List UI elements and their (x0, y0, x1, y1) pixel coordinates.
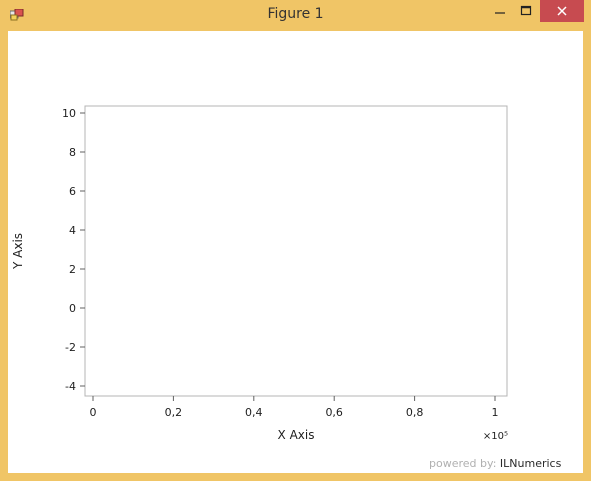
app-icon[interactable] (10, 9, 24, 21)
maximize-button[interactable] (512, 0, 540, 22)
minimize-button[interactable] (486, 0, 514, 22)
y-tick-label: -4 (65, 380, 76, 393)
x-tick-label: 0,8 (406, 406, 424, 419)
y-tick-label: 8 (69, 146, 76, 159)
close-icon (557, 6, 567, 16)
y-tick-label: 2 (69, 263, 76, 276)
x-tick-label: 1 (492, 406, 499, 419)
line-chart[interactable]: 0 0,2 0,4 0,6 0,8 1 -4 -2 0 2 4 6 8 10 X Axis Y Axis ×10… (8, 31, 583, 473)
plot-canvas[interactable]: 0 0,2 0,4 0,6 0,8 1 -4 -2 0 2 4 6 8 10 X Axis Y Axis ×10… (8, 31, 583, 473)
x-tick-label: 0 (90, 406, 97, 419)
plot-area-border (84, 105, 508, 397)
window-title: Figure 1 (267, 6, 324, 22)
maximize-icon (520, 5, 532, 16)
x-axis-scale-label: ×10⁵ (483, 431, 508, 442)
powered-by-label: powered by: (429, 457, 497, 470)
x-tick-label: 0,2 (165, 406, 183, 419)
y-tick-label: 4 (69, 224, 76, 237)
y-tick-label: 6 (69, 185, 76, 198)
y-axis-label: Y Axis (11, 233, 25, 270)
powered-by: powered by: ILNumerics (429, 457, 561, 470)
close-button[interactable] (540, 0, 584, 22)
brand-label: ILNumerics (499, 457, 562, 470)
minimize-icon (495, 12, 505, 14)
y-tick-label: 10 (62, 107, 76, 120)
y-tick-label: -2 (65, 341, 76, 354)
x-tick-label: 0,4 (245, 406, 263, 419)
x-tick-label: 0,6 (325, 406, 343, 419)
title-bar[interactable]: Figure 1 (0, 0, 591, 31)
x-axis-label: X Axis (278, 428, 315, 442)
y-tick-label: 0 (69, 302, 76, 315)
